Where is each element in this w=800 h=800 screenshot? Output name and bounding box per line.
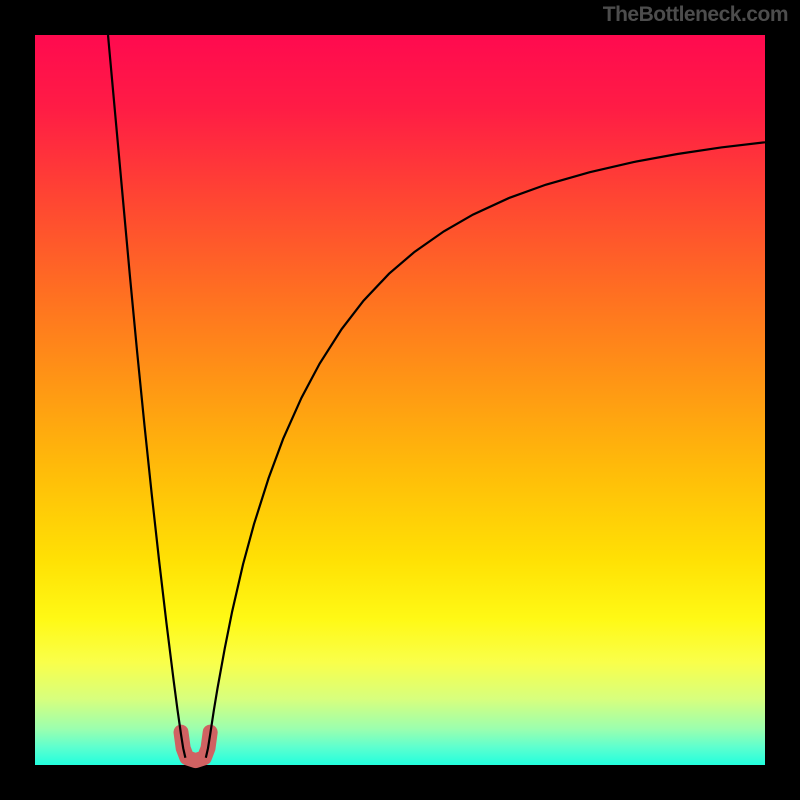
plot-background xyxy=(35,35,765,765)
watermark-text: TheBottleneck.com xyxy=(603,3,788,27)
bottleneck-chart xyxy=(0,0,800,800)
